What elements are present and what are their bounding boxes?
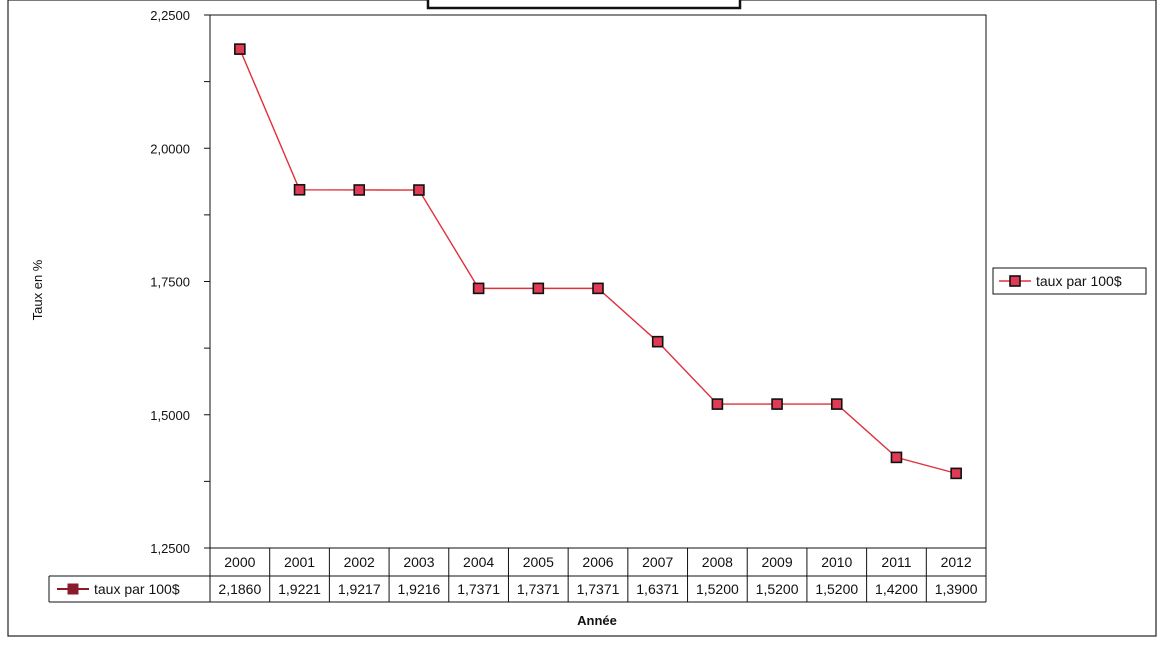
y-tick-label: 1,7500: [150, 275, 190, 290]
data-point: [413, 184, 425, 196]
x-tick-label: 2005: [523, 554, 554, 570]
y-tick-label: 2,0000: [150, 141, 190, 156]
x-tick-label: 2002: [344, 554, 375, 570]
data-point: [234, 43, 246, 55]
legend: taux par 100$: [992, 267, 1147, 295]
plot-area: [209, 14, 987, 549]
y-axis-label: Taux en %: [30, 259, 45, 320]
table-value: 1,5200: [696, 581, 739, 597]
y-tick-label: 1,5000: [150, 408, 190, 423]
table-value: 2,1860: [218, 581, 261, 597]
data-point: [293, 183, 306, 196]
data-point: [651, 335, 664, 348]
data-point: [890, 451, 903, 464]
x-tick-label: 2009: [761, 554, 792, 570]
x-tick-label: 2001: [284, 554, 315, 570]
table-value: 1,9221: [278, 581, 321, 597]
x-axis-label: Année: [577, 613, 617, 628]
data-point: [950, 467, 962, 480]
x-tick-label: 2003: [403, 554, 434, 570]
x-tick-label: 2010: [821, 554, 852, 570]
data-point: [472, 282, 485, 295]
data-table: 2000 2,1860 2001 1,9221 2002 1,9217 2003 1,9216…: [48, 547, 987, 603]
y-axis: 2,2500 2,0000 1,7500 1,5000 1,2500: [150, 8, 210, 556]
x-tick-label: 2006: [582, 554, 613, 570]
table-legend-marker: [67, 583, 79, 595]
data-point: [532, 282, 545, 295]
data-point: [711, 398, 724, 410]
legend-label: taux par 100$: [1036, 273, 1122, 289]
x-tick-label: 2007: [642, 554, 673, 570]
table-value: 1,7371: [517, 581, 560, 597]
table-value: 1,9217: [338, 581, 381, 597]
title-box-fragment: [426, 0, 742, 10]
data-point: [830, 398, 843, 410]
series-line: [234, 43, 962, 480]
x-tick-label: 2000: [224, 554, 255, 570]
data-point: [353, 184, 366, 196]
x-tick-label: 2012: [941, 554, 972, 570]
table-value: 1,5200: [756, 581, 799, 597]
table-value: 1,7371: [577, 581, 620, 597]
chart-border: [7, 0, 1157, 637]
y-tick-label: 2,2500: [150, 8, 190, 23]
x-tick-label: 2008: [702, 554, 733, 570]
table-value: 1,7371: [457, 581, 500, 597]
y-tick-label: 1,2500: [150, 541, 190, 556]
legend-marker: [1009, 275, 1021, 287]
table-value: 1,4200: [875, 581, 918, 597]
table-value: 1,5200: [815, 581, 858, 597]
table-value: 1,3900: [935, 581, 978, 597]
data-point: [771, 398, 783, 410]
table-value: 1,6371: [636, 581, 679, 597]
data-point: [592, 282, 604, 295]
table-series-label: taux par 100$: [94, 581, 180, 597]
table-value: 1,9216: [398, 581, 441, 597]
x-tick-label: 2004: [463, 554, 494, 570]
x-tick-label: 2011: [881, 554, 911, 570]
